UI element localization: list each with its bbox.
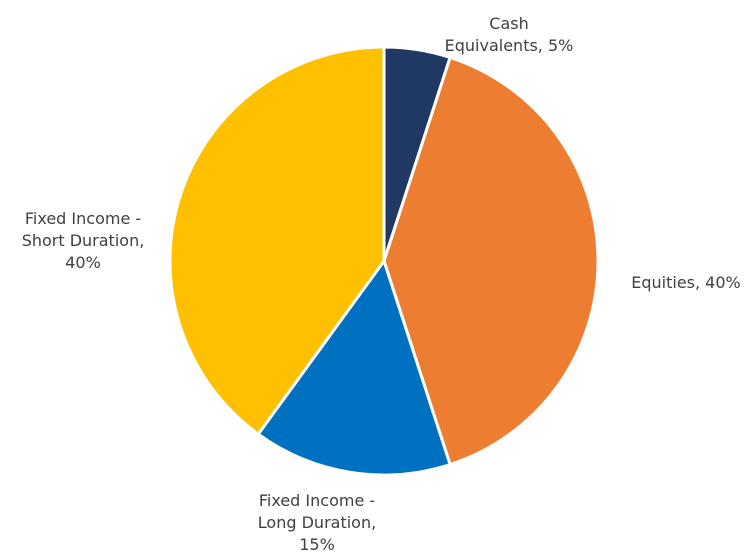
slice-label-2: Equities, 40% — [631, 273, 740, 292]
pie-slice-3 — [256, 259, 452, 477]
slice-label-line: Equities, 40% — [631, 273, 740, 292]
slice-label-line: Fixed Income - — [259, 491, 375, 510]
slice-label-line: 15% — [299, 535, 335, 554]
slice-label-line: Short Duration, — [22, 231, 145, 250]
slice-label-1: Cash Equivalents, 5% — [445, 14, 574, 55]
pie-labels: Cash Equivalents, 5% Equities, 40% Fixed In… — [22, 14, 741, 554]
pie-slice-4 — [168, 45, 386, 436]
slice-label-line: Cash — [489, 14, 528, 33]
slice-label-3: Fixed Income - Long Duration, 15% — [258, 491, 376, 554]
slice-label-line: Equivalents, 5% — [445, 36, 574, 55]
slice-label-line: 40% — [65, 253, 101, 272]
slice-label-line: Fixed Income - — [25, 209, 141, 228]
slice-label-4: Fixed Income - Short Duration, 40% — [22, 209, 145, 272]
pie-slices — [168, 45, 600, 477]
pie-slice-2 — [382, 55, 600, 467]
slice-label-line: Long Duration, — [258, 513, 376, 532]
